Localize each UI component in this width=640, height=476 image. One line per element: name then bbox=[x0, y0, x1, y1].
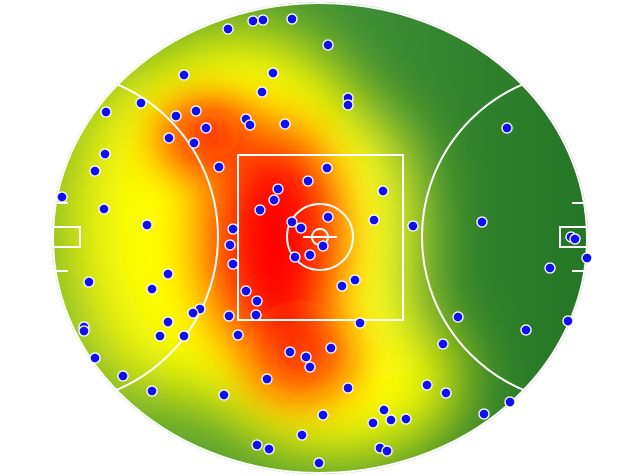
point bbox=[279, 118, 291, 130]
point bbox=[268, 194, 280, 206]
point bbox=[286, 216, 298, 228]
point bbox=[251, 439, 263, 451]
point bbox=[170, 110, 182, 122]
point bbox=[501, 122, 513, 134]
point bbox=[302, 175, 314, 187]
point bbox=[349, 274, 361, 286]
point bbox=[232, 329, 244, 341]
point bbox=[400, 413, 412, 425]
point bbox=[188, 137, 200, 149]
point bbox=[78, 325, 90, 337]
point bbox=[476, 216, 488, 228]
field-lines bbox=[52, 2, 588, 474]
point bbox=[162, 268, 174, 280]
point bbox=[141, 219, 153, 231]
point bbox=[146, 283, 158, 295]
point bbox=[368, 214, 380, 226]
point bbox=[342, 99, 354, 111]
point bbox=[83, 276, 95, 288]
point bbox=[367, 417, 379, 429]
point bbox=[289, 251, 301, 263]
point bbox=[385, 414, 397, 426]
point bbox=[263, 443, 275, 455]
point bbox=[544, 262, 556, 274]
point bbox=[313, 457, 325, 469]
point bbox=[178, 69, 190, 81]
point bbox=[452, 311, 464, 323]
point bbox=[247, 15, 259, 27]
point bbox=[321, 162, 333, 174]
point bbox=[322, 39, 334, 51]
point bbox=[251, 295, 263, 307]
point bbox=[178, 330, 190, 342]
point bbox=[240, 285, 252, 297]
point bbox=[256, 86, 268, 98]
point bbox=[200, 122, 212, 134]
point bbox=[378, 404, 390, 416]
point bbox=[304, 361, 316, 373]
point bbox=[478, 408, 490, 420]
point bbox=[284, 346, 296, 358]
point bbox=[520, 324, 532, 336]
point bbox=[187, 307, 199, 319]
point bbox=[254, 204, 266, 216]
point bbox=[300, 351, 312, 363]
point bbox=[354, 317, 366, 329]
points bbox=[56, 13, 593, 469]
point bbox=[325, 342, 337, 354]
point bbox=[244, 119, 256, 131]
point bbox=[296, 429, 308, 441]
point bbox=[223, 310, 235, 322]
point bbox=[317, 409, 329, 421]
point bbox=[89, 352, 101, 364]
point bbox=[267, 67, 279, 79]
point bbox=[286, 13, 298, 25]
point bbox=[222, 23, 234, 35]
point bbox=[98, 203, 110, 215]
point bbox=[227, 258, 239, 270]
point bbox=[163, 132, 175, 144]
point bbox=[190, 105, 202, 117]
point bbox=[250, 309, 262, 321]
point bbox=[100, 106, 112, 118]
point bbox=[437, 338, 449, 350]
point bbox=[154, 330, 166, 342]
point bbox=[295, 222, 307, 234]
point bbox=[257, 14, 269, 26]
point bbox=[135, 97, 147, 109]
point bbox=[227, 223, 239, 235]
point bbox=[421, 379, 433, 391]
point bbox=[146, 385, 158, 397]
point bbox=[89, 165, 101, 177]
point bbox=[213, 161, 225, 173]
point bbox=[342, 382, 354, 394]
point bbox=[440, 387, 452, 399]
point bbox=[304, 249, 316, 261]
point bbox=[272, 183, 284, 195]
point bbox=[261, 373, 273, 385]
point bbox=[381, 445, 393, 457]
point bbox=[562, 315, 574, 327]
point bbox=[407, 220, 419, 232]
point bbox=[336, 280, 348, 292]
point bbox=[377, 185, 389, 197]
point bbox=[117, 370, 129, 382]
point bbox=[504, 396, 516, 408]
point bbox=[218, 389, 230, 401]
point bbox=[322, 211, 334, 223]
point bbox=[224, 239, 236, 251]
point bbox=[569, 233, 581, 245]
point bbox=[56, 191, 68, 203]
point bbox=[581, 252, 593, 264]
point bbox=[162, 316, 174, 328]
point bbox=[99, 148, 111, 160]
point bbox=[317, 240, 329, 252]
